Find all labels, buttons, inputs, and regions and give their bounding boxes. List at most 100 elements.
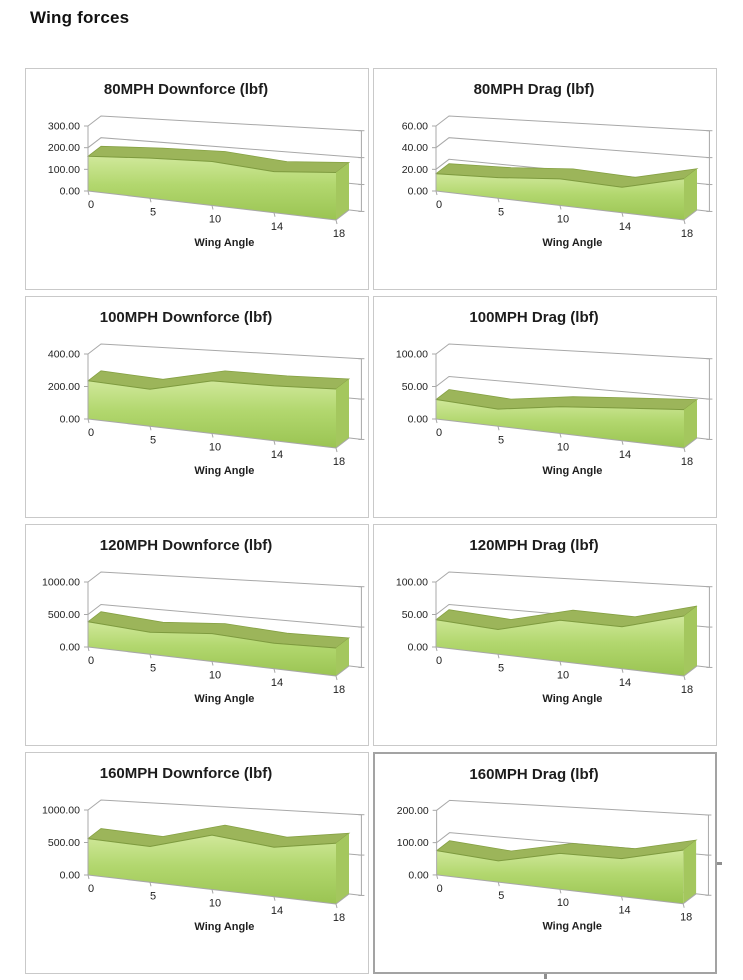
chart-100mph-drag[interactable]: 0.00 50.00 100.00 0 5 10 14 18 Wing Angle 100MPH… [373,296,717,518]
svg-text:10: 10 [209,442,221,454]
svg-text:0: 0 [88,655,94,667]
svg-text:0: 0 [88,883,94,895]
svg-text:0.00: 0.00 [408,870,428,881]
chart-title: 120MPH Drag (lbf) [469,537,599,554]
svg-text:0.00: 0.00 [408,642,429,654]
svg-text:5: 5 [150,890,156,902]
svg-text:0: 0 [436,655,442,667]
svg-text:10: 10 [557,897,569,909]
chart-120mph-downforce[interactable]: 0.00 500.00 1000.00 0 5 10 14 18 Wing Angle 120M… [25,524,369,746]
svg-text:14: 14 [271,221,283,233]
area-chart-canvas: 0.00 50.00 100.00 0 5 10 14 18 Wing Angle [396,571,713,705]
svg-text:10: 10 [557,214,569,226]
area-chart-canvas: 0.00 500.00 1000.00 0 5 10 14 18 Wing Angle [42,799,365,933]
svg-text:100.00: 100.00 [397,838,429,849]
svg-text:14: 14 [619,221,631,233]
svg-text:18: 18 [333,456,345,468]
svg-text:18: 18 [681,684,693,696]
svg-text:5: 5 [150,434,156,446]
svg-text:14: 14 [271,677,283,689]
svg-text:Wing Angle: Wing Angle [542,921,602,933]
svg-text:0: 0 [88,427,94,439]
chart-title: 80MPH Drag (lbf) [473,81,595,98]
svg-text:200.00: 200.00 [48,381,80,393]
svg-text:40.00: 40.00 [402,142,428,154]
svg-text:100.00: 100.00 [396,349,428,361]
chart-120mph-drag[interactable]: 0.00 50.00 100.00 0 5 10 14 18 Wing Angle 120MPH… [373,524,717,746]
svg-text:14: 14 [271,905,283,917]
area-chart-canvas: 0.00 500.00 1000.00 0 5 10 14 18 Wing Angle [42,571,365,705]
svg-text:Wing Angle: Wing Angle [194,693,254,705]
svg-text:5: 5 [150,662,156,674]
charts-grid: 0.00 100.00 200.00 300.00 0 5 10 14 18 Wing Angle… [25,68,722,979]
svg-text:300.00: 300.00 [48,121,80,133]
svg-text:Wing Angle: Wing Angle [542,237,602,249]
svg-text:5: 5 [150,206,156,218]
svg-text:18: 18 [681,228,693,240]
svg-text:0.00: 0.00 [408,186,429,198]
chart-80mph-drag[interactable]: 0.00 20.00 40.00 60.00 0 5 10 14 18 Wing Angle 80… [373,68,717,290]
svg-text:0: 0 [436,427,442,439]
chart-160mph-downforce[interactable]: 0.00 500.00 1000.00 0 5 10 14 18 Wing Angle 160M… [25,752,369,974]
svg-text:1000.00: 1000.00 [42,577,80,589]
svg-text:18: 18 [333,912,345,924]
svg-text:200.00: 200.00 [48,142,80,154]
chart-title: 80MPH Downforce (lbf) [103,81,269,98]
svg-text:18: 18 [333,228,345,240]
svg-text:0: 0 [437,883,443,895]
svg-text:400.00: 400.00 [48,349,80,361]
area-chart-canvas: 0.00 50.00 100.00 0 5 10 14 18 Wing Angle [396,343,713,477]
svg-text:14: 14 [619,449,631,461]
area-chart-canvas: 0.00 100.00 200.00 300.00 0 5 10 14 18 Wing Angle [48,115,365,249]
svg-text:0.00: 0.00 [408,414,429,426]
svg-text:14: 14 [619,677,631,689]
svg-text:5: 5 [498,662,504,674]
svg-text:10: 10 [209,670,221,682]
area-chart-canvas: 0.00 100.00 200.00 0 5 10 14 18 Wing Angle [397,799,712,933]
page-title: Wing forces [30,8,130,27]
selection-handle-right[interactable] [717,862,722,865]
svg-text:500.00: 500.00 [48,837,80,849]
chart-160mph-drag[interactable]: 0.00 100.00 200.00 0 5 10 14 18 Wing Angle 160MP… [373,752,722,979]
svg-text:50.00: 50.00 [402,609,428,621]
svg-text:Wing Angle: Wing Angle [542,465,602,477]
svg-text:200.00: 200.00 [397,806,429,817]
svg-text:10: 10 [209,214,221,226]
svg-text:0.00: 0.00 [60,642,81,654]
svg-text:18: 18 [680,912,692,924]
svg-text:Wing Angle: Wing Angle [194,237,254,249]
svg-text:Wing Angle: Wing Angle [194,921,254,933]
svg-text:0.00: 0.00 [60,414,81,426]
svg-text:0: 0 [88,199,94,211]
svg-text:20.00: 20.00 [402,164,428,176]
svg-text:5: 5 [498,206,504,218]
svg-text:50.00: 50.00 [402,381,428,393]
svg-text:10: 10 [557,442,569,454]
svg-text:14: 14 [271,449,283,461]
svg-text:60.00: 60.00 [402,121,428,133]
svg-text:0: 0 [436,199,442,211]
svg-text:10: 10 [557,670,569,682]
svg-text:1000.00: 1000.00 [42,805,80,817]
chart-title: 160MPH Downforce (lbf) [99,765,273,782]
chart-title: 100MPH Drag (lbf) [469,309,599,326]
svg-text:0.00: 0.00 [60,870,81,882]
chart-title: 100MPH Downforce (lbf) [99,309,273,326]
chart-title: 120MPH Downforce (lbf) [99,537,273,554]
svg-text:Wing Angle: Wing Angle [194,465,254,477]
svg-text:10: 10 [209,898,221,910]
svg-text:5: 5 [498,890,504,902]
svg-text:100.00: 100.00 [48,164,80,176]
area-chart-canvas: 0.00 20.00 40.00 60.00 0 5 10 14 18 Wing Angle [402,115,713,249]
svg-text:100.00: 100.00 [396,577,428,589]
chart-80mph-downforce[interactable]: 0.00 100.00 200.00 300.00 0 5 10 14 18 Wing Angle… [25,68,369,290]
chart-title: 160MPH Drag (lbf) [469,766,599,783]
selection-handle-bottom[interactable] [544,974,547,979]
chart-100mph-downforce[interactable]: 0.00 200.00 400.00 0 5 10 14 18 Wing Angle 100MP… [25,296,369,518]
svg-text:18: 18 [681,456,693,468]
area-chart-canvas: 0.00 200.00 400.00 0 5 10 14 18 Wing Angle [48,343,365,477]
svg-text:Wing Angle: Wing Angle [542,693,602,705]
svg-text:5: 5 [498,434,504,446]
svg-text:18: 18 [333,684,345,696]
svg-text:0.00: 0.00 [60,186,81,198]
